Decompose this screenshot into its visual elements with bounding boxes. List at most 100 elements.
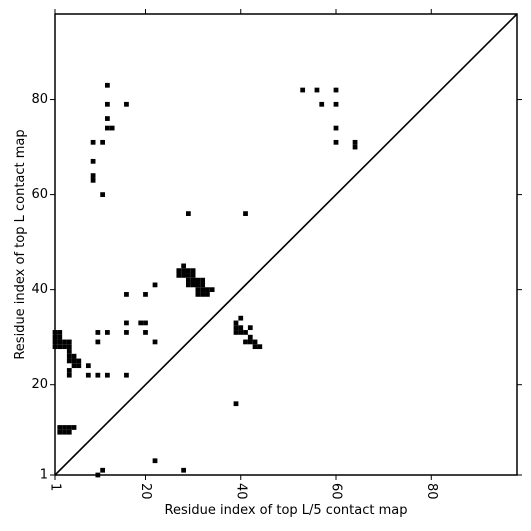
contact-cell (200, 287, 206, 293)
x-tick-label: 20 (138, 483, 153, 500)
contact-cell (247, 334, 253, 340)
y-tick-label: 20 (31, 377, 48, 392)
contact-cell (95, 330, 101, 335)
contact-cell (181, 467, 186, 473)
contact-cell (333, 87, 339, 93)
contact-cell (90, 158, 96, 164)
contact-cells (52, 82, 358, 478)
contact-cell (195, 292, 201, 297)
contact-cell (62, 339, 67, 345)
contact-cell (66, 358, 72, 364)
contact-cell (143, 292, 148, 297)
contact-cell (66, 429, 72, 435)
contact-cell (333, 125, 339, 131)
contact-cell (143, 330, 148, 335)
plot-frame (54, 13, 518, 476)
x-axis-label: Residue index of top L/5 contact map (165, 503, 408, 518)
contact-cell (57, 425, 63, 430)
contact-cell (243, 211, 248, 216)
contact-cell (105, 372, 110, 378)
contact-cell (243, 330, 248, 335)
contact-cell (138, 320, 144, 326)
contact-cell (190, 277, 196, 283)
contact-cell (90, 139, 96, 145)
contact-cell (100, 139, 106, 145)
contact-cell (185, 273, 191, 278)
contact-cell (90, 177, 96, 183)
contact-cell (124, 320, 129, 326)
contact-cell (238, 315, 244, 321)
contact-cell (85, 363, 91, 369)
contact-cell (152, 282, 158, 288)
contact-cell (333, 139, 339, 145)
contact-cell (233, 320, 239, 326)
contact-cell (57, 344, 63, 350)
contact-cell (181, 268, 186, 274)
contact-cell (352, 139, 358, 145)
contact-cell (124, 101, 129, 107)
contact-cell (181, 273, 186, 278)
contact-cell (190, 268, 196, 274)
contact-cell (62, 425, 67, 430)
contact-cell (105, 116, 110, 121)
contact-cell (66, 344, 72, 350)
contact-cell (62, 344, 67, 350)
contact-cell (62, 429, 67, 435)
y-axis-ticks: 1 20 40 60 80 (31, 92, 522, 483)
contact-cell (105, 82, 110, 88)
contact-cell (95, 372, 101, 378)
x-tick-label: 60 (329, 483, 344, 500)
contact-cell (76, 358, 82, 364)
x-tick-label: 40 (233, 483, 248, 500)
contact-cell (109, 125, 115, 131)
contact-cell (90, 173, 96, 178)
contact-cell (185, 282, 191, 288)
contact-cell (95, 339, 101, 345)
contact-cell (233, 401, 239, 407)
contact-cell (66, 353, 72, 359)
contact-cell (319, 101, 325, 107)
contact-cell (71, 425, 77, 430)
contact-cell (105, 125, 110, 131)
contact-cell (85, 372, 91, 378)
contact-cell (124, 292, 129, 297)
contact-cell (105, 330, 110, 335)
contact-cell (200, 282, 206, 288)
contact-cell (252, 339, 258, 345)
contact-cell (190, 282, 196, 288)
contact-cell (233, 325, 239, 331)
contact-cell (185, 211, 191, 216)
contact-cell (124, 372, 129, 378)
contact-cell (195, 277, 201, 283)
contact-cell (100, 192, 106, 197)
contact-cell (233, 330, 239, 335)
contact-cell (57, 330, 63, 335)
y-axis-label: Residue index of top L contact map (13, 129, 28, 359)
contact-cell (300, 87, 306, 93)
contact-cell (57, 339, 63, 345)
contact-cell (66, 368, 72, 373)
contact-cell (195, 282, 201, 288)
contact-cell (205, 287, 210, 293)
x-tick-label: 80 (424, 483, 439, 500)
contact-cell (57, 429, 63, 435)
contact-cell (71, 353, 77, 359)
x-tick-label: 1 (48, 483, 63, 491)
contact-cell (176, 268, 182, 274)
contact-cell (181, 263, 186, 269)
contact-cell (152, 458, 158, 464)
contact-cell (152, 339, 158, 345)
contact-cell (200, 277, 206, 283)
contact-cell (66, 425, 72, 430)
contact-cell (124, 330, 129, 335)
contact-cell (252, 344, 258, 350)
contact-cell (247, 325, 253, 331)
contact-cell (257, 344, 263, 350)
contact-cell (200, 292, 206, 297)
contact-cell (209, 287, 215, 293)
contact-cell (76, 363, 82, 369)
contact-cell (176, 273, 182, 278)
contact-cell (195, 287, 201, 293)
contact-cell (57, 334, 63, 340)
